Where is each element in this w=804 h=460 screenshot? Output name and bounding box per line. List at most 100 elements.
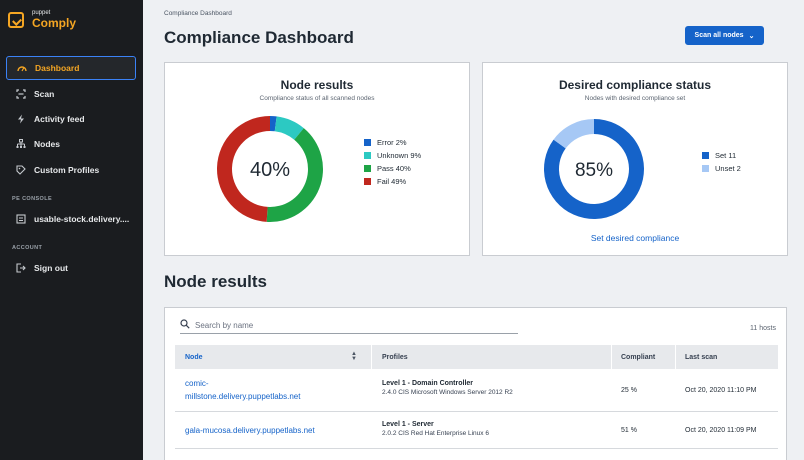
- search-input[interactable]: Search by name: [180, 318, 518, 334]
- legend-swatch: [364, 178, 371, 185]
- node-name-line: millstone.delivery.puppetlabs.net: [185, 392, 301, 401]
- brand-logo[interactable]: puppet Comply: [8, 10, 76, 29]
- node-link[interactable]: gala-mucosa.delivery.puppetlabs.net: [185, 426, 315, 435]
- table-header: Node ▲ ▼ Profiles Compliant Last scan: [175, 345, 778, 369]
- donut-segment-unknown: [274, 116, 304, 140]
- legend-swatch: [702, 165, 709, 172]
- donut-segment-unset: [553, 119, 594, 149]
- legend-item-unset: Unset 2: [702, 162, 741, 175]
- page-title: Compliance Dashboard: [164, 28, 354, 47]
- profile-cell: Level 1 - Domain Controller 2.4.0 CIS Mi…: [382, 380, 513, 396]
- donut-segment-set: [544, 119, 644, 219]
- sidebar-item-dashboard[interactable]: Dashboard: [6, 56, 136, 80]
- legend-swatch: [364, 165, 371, 172]
- host-count: 11 hosts: [750, 325, 776, 332]
- sidebar-item-label: Dashboard: [35, 63, 80, 73]
- legend-label: Pass 40%: [377, 164, 411, 173]
- column-divider: [675, 345, 676, 369]
- desired-compliance-card: Desired compliance status Nodes with des…: [482, 62, 788, 256]
- sidebar-item-label: Sign out: [34, 263, 68, 273]
- pe-console-label: PE CONSOLE: [12, 196, 53, 202]
- activity-icon: [16, 114, 26, 124]
- node-results-donut: 40%: [217, 116, 323, 222]
- node-results-card: Node results Compliance status of all sc…: [164, 62, 470, 256]
- sign-out-icon: [16, 263, 26, 273]
- search-icon: [180, 319, 190, 332]
- server-icon: [16, 214, 26, 224]
- legend-label: Unknown 9%: [377, 151, 422, 160]
- search-placeholder: Search by name: [195, 321, 254, 330]
- card-title: Desired compliance status: [558, 78, 712, 92]
- sidebar-item-label: usable-stock.delivery....: [34, 214, 130, 224]
- column-header-last-scan: Last scan: [685, 353, 718, 361]
- legend-item-error: Error 2%: [364, 136, 421, 149]
- sidebar-item-activity-feed[interactable]: Activity feed: [6, 107, 136, 131]
- profile-name: Level 1 - Server: [382, 421, 434, 428]
- dashboard-icon: [17, 63, 27, 73]
- compliant-cell: 25 %: [621, 387, 637, 394]
- legend-label: Fail 49%: [377, 177, 407, 186]
- scan-all-nodes-button[interactable]: Scan all nodes ⌄: [685, 26, 764, 45]
- chevron-down-icon: ⌄: [748, 32, 755, 40]
- donut-segment-fail: [217, 116, 270, 222]
- account-label: ACCOUNT: [12, 245, 43, 251]
- sidebar-item-label: Activity feed: [34, 114, 85, 124]
- legend-item-pass: Pass 40%: [364, 162, 421, 175]
- node-name-line: comic-: [185, 379, 209, 388]
- node-link[interactable]: comic- millstone.delivery.puppetlabs.net: [185, 377, 300, 403]
- donut-segment-error: [270, 116, 277, 132]
- desired-compliance-donut: 85%: [544, 119, 644, 219]
- donut-center-value: 40%: [250, 159, 290, 181]
- puppet-logo-icon: [8, 11, 24, 28]
- legend-item-fail: Fail 49%: [364, 175, 421, 188]
- table-row: comic- millstone.delivery.puppetlabs.net…: [175, 369, 778, 412]
- column-divider: [371, 345, 372, 369]
- legend-swatch: [364, 152, 371, 159]
- node-results-legend: Error 2% Unknown 9% Pass 40% Fail 49%: [364, 136, 421, 188]
- donut-center-value: 85%: [575, 160, 613, 181]
- profile-detail: 2.4.0 CIS Microsoft Windows Server 2012 …: [382, 389, 513, 396]
- last-scan-cell: Oct 20, 2020 11:09 PM: [685, 427, 757, 434]
- legend-swatch: [702, 152, 709, 159]
- legend-item-unknown: Unknown 9%: [364, 149, 421, 162]
- legend-item-set: Set 11: [702, 149, 741, 162]
- profile-name: Level 1 - Domain Controller: [382, 380, 474, 387]
- legend-swatch: [364, 139, 371, 146]
- scan-icon: [16, 89, 26, 99]
- compliant-cell: 51 %: [621, 427, 637, 434]
- column-divider: [611, 345, 612, 369]
- last-scan-cell: Oct 20, 2020 11:10 PM: [685, 387, 757, 394]
- sidebar-item-label: Nodes: [34, 139, 60, 149]
- column-header-compliant: Compliant: [621, 353, 656, 361]
- column-header-node[interactable]: Node: [185, 353, 203, 361]
- sidebar: puppet Comply Dashboard Scan Activity fe…: [0, 0, 143, 460]
- node-results-section-title: Node results: [164, 272, 267, 291]
- brand-name: Comply: [32, 16, 77, 30]
- legend-label: Error 2%: [377, 138, 407, 147]
- scan-button-label: Scan all nodes: [694, 32, 744, 39]
- donut-segment-pass: [266, 128, 323, 222]
- card-title: Node results: [280, 78, 354, 92]
- sort-icon[interactable]: ▲ ▼: [351, 351, 357, 362]
- sidebar-item-label: Custom Profiles: [34, 165, 100, 175]
- breadcrumb[interactable]: Compliance Dashboard: [164, 10, 232, 17]
- legend-label: Unset 2: [715, 164, 741, 173]
- profile-detail: 2.0.2 CIS Red Hat Enterprise Linux 6: [382, 430, 489, 437]
- sidebar-item-nodes[interactable]: Nodes: [6, 132, 136, 156]
- set-desired-compliance-link[interactable]: Set desired compliance: [590, 233, 680, 243]
- legend-label: Set 11: [715, 151, 737, 160]
- sidebar-item-label: Scan: [34, 89, 55, 99]
- profiles-icon: [16, 165, 26, 175]
- brand-small: puppet: [32, 10, 51, 16]
- sidebar-item-scan[interactable]: Scan: [6, 82, 136, 106]
- sidebar-item-pe-console[interactable]: usable-stock.delivery....: [6, 207, 136, 231]
- node-results-table: Search by name 11 hosts Node ▲ ▼ Profiles…: [164, 307, 787, 460]
- profile-cell: Level 1 - Server 2.0.2 CIS Red Hat Enter…: [382, 421, 489, 437]
- table-row: gala-mucosa.delivery.puppetlabs.net Leve…: [175, 412, 778, 449]
- desired-compliance-legend: Set 11 Unset 2: [702, 149, 741, 175]
- nodes-icon: [16, 139, 26, 149]
- column-header-profiles: Profiles: [382, 353, 408, 361]
- sidebar-item-sign-out[interactable]: Sign out: [6, 256, 136, 280]
- card-subtitle: Nodes with desired compliance set: [584, 95, 686, 102]
- sidebar-item-custom-profiles[interactable]: Custom Profiles: [6, 158, 136, 182]
